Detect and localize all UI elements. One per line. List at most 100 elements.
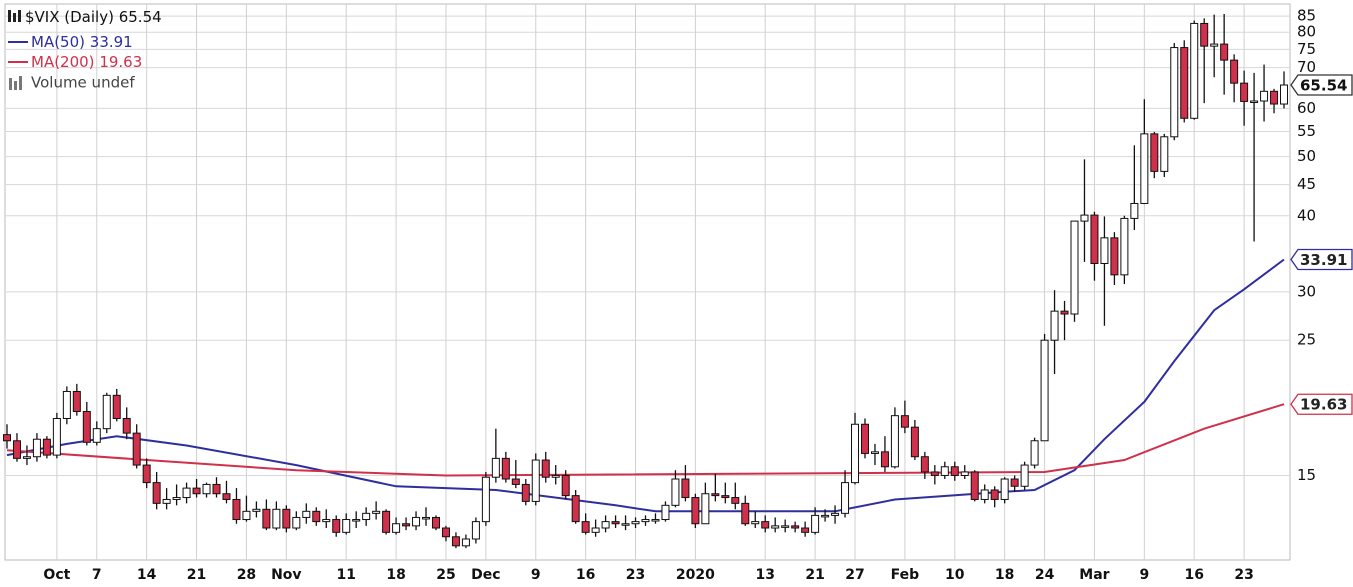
candle-body: [501, 457, 510, 480]
candle-body: [791, 525, 800, 529]
legend-icon: [8, 10, 11, 22]
candle-body: [1210, 43, 1219, 47]
y-tick-label: 55: [1297, 122, 1316, 140]
candle-body: [162, 498, 171, 504]
x-tick-label: Dec: [471, 567, 500, 583]
candle-body: [272, 508, 281, 529]
x-tick-label: 18: [386, 567, 405, 583]
candle-body: [521, 483, 530, 502]
legend-name: MA(50): [31, 33, 85, 51]
legend-icon: [19, 76, 22, 90]
candle-body: [511, 478, 520, 485]
candle-body: [1270, 90, 1279, 105]
candle-body: [122, 418, 131, 434]
plot-frame: [4, 3, 1291, 561]
candle-body: [691, 497, 700, 525]
candle-body: [880, 451, 889, 468]
candle-body: [132, 432, 141, 466]
legend-value: 33.91: [90, 33, 133, 51]
candle-body: [402, 523, 411, 527]
candle-body: [212, 483, 221, 495]
candle-body: [1230, 59, 1239, 84]
x-tick-label: 2020: [676, 567, 715, 583]
y-tick-label: 45: [1297, 175, 1316, 193]
candle-body: [412, 516, 421, 527]
candle-body: [1020, 464, 1029, 487]
candle-body: [910, 426, 919, 458]
candle-body: [1170, 47, 1179, 138]
candle-body: [711, 493, 720, 497]
candle-body: [1100, 237, 1109, 265]
legend-ma50: MA(50) 33.91: [31, 33, 133, 51]
candle-body: [1110, 237, 1119, 276]
candle-body: [1000, 478, 1009, 500]
y-tick-label: 60: [1297, 99, 1316, 117]
candle-body: [811, 514, 820, 533]
candle-body: [481, 476, 490, 523]
y-tick-label: 40: [1297, 206, 1316, 224]
candle-body: [731, 497, 740, 504]
grid: [5, 4, 1290, 560]
x-tick-label: 9: [1139, 567, 1149, 583]
ma-line: [6, 258, 1285, 513]
candle-body: [222, 493, 231, 500]
moving-averages: [6, 258, 1285, 513]
x-tick-label: 13: [755, 567, 774, 583]
candle-body: [1200, 22, 1209, 47]
x-tick-label: 16: [576, 567, 595, 583]
candle-body: [990, 489, 999, 500]
candle-body: [611, 521, 620, 525]
legend-icon: [14, 81, 17, 90]
legend-name: MA(200): [31, 53, 95, 71]
price-flag-label: 33.91: [1300, 251, 1347, 269]
candle-body: [851, 423, 860, 484]
y-tick-label: 80: [1297, 23, 1316, 41]
candle-body: [72, 390, 81, 412]
candle-body: [282, 508, 291, 529]
legend-title: $VIX (Daily) 65.54: [25, 8, 162, 26]
y-tick-label: 25: [1297, 331, 1316, 349]
candle-body: [761, 521, 770, 529]
candle-body: [12, 440, 21, 459]
x-tick-label: 11: [336, 567, 355, 583]
candle-body: [930, 471, 939, 476]
candle-body: [890, 415, 899, 468]
candle-body: [62, 390, 71, 420]
candle-body: [372, 510, 381, 514]
candle-body: [1120, 217, 1129, 276]
candle-body: [1150, 133, 1159, 172]
x-tick-label: 21: [805, 567, 824, 583]
x-tick-label: Feb: [891, 567, 920, 583]
candle-body: [22, 456, 31, 459]
candle-body: [1220, 43, 1229, 61]
candle-body: [601, 521, 610, 529]
candle-body: [342, 519, 351, 533]
candle-body: [1040, 339, 1049, 442]
candle-body: [142, 464, 151, 484]
candle-body: [1010, 478, 1019, 487]
candle-body: [821, 514, 830, 518]
y-tick-label: 85: [1297, 7, 1316, 25]
x-tick-label: 23: [626, 567, 645, 583]
y-tick-label: 15: [1297, 466, 1316, 484]
candle-body: [900, 415, 909, 428]
last-close: 65.54: [119, 8, 162, 26]
candle-body: [1050, 310, 1059, 341]
legend-value: 19.63: [99, 53, 142, 71]
candle-body: [781, 525, 790, 528]
candle-body: [1070, 220, 1079, 315]
candle-body: [441, 527, 450, 538]
candle-body: [1030, 440, 1039, 466]
candle-body: [362, 512, 371, 521]
x-tick-label: Nov: [271, 567, 301, 583]
x-tick-label: 14: [137, 567, 157, 583]
x-tick-label: 28: [237, 567, 256, 583]
candle-body: [531, 459, 540, 502]
candle-body: [1240, 82, 1249, 102]
candle-body: [491, 457, 500, 478]
y-tick-label: 50: [1297, 147, 1316, 165]
candle-body: [940, 466, 949, 476]
x-tick-label: 18: [995, 567, 1014, 583]
price-flags: 65.54 33.91 19.63: [1290, 74, 1353, 415]
